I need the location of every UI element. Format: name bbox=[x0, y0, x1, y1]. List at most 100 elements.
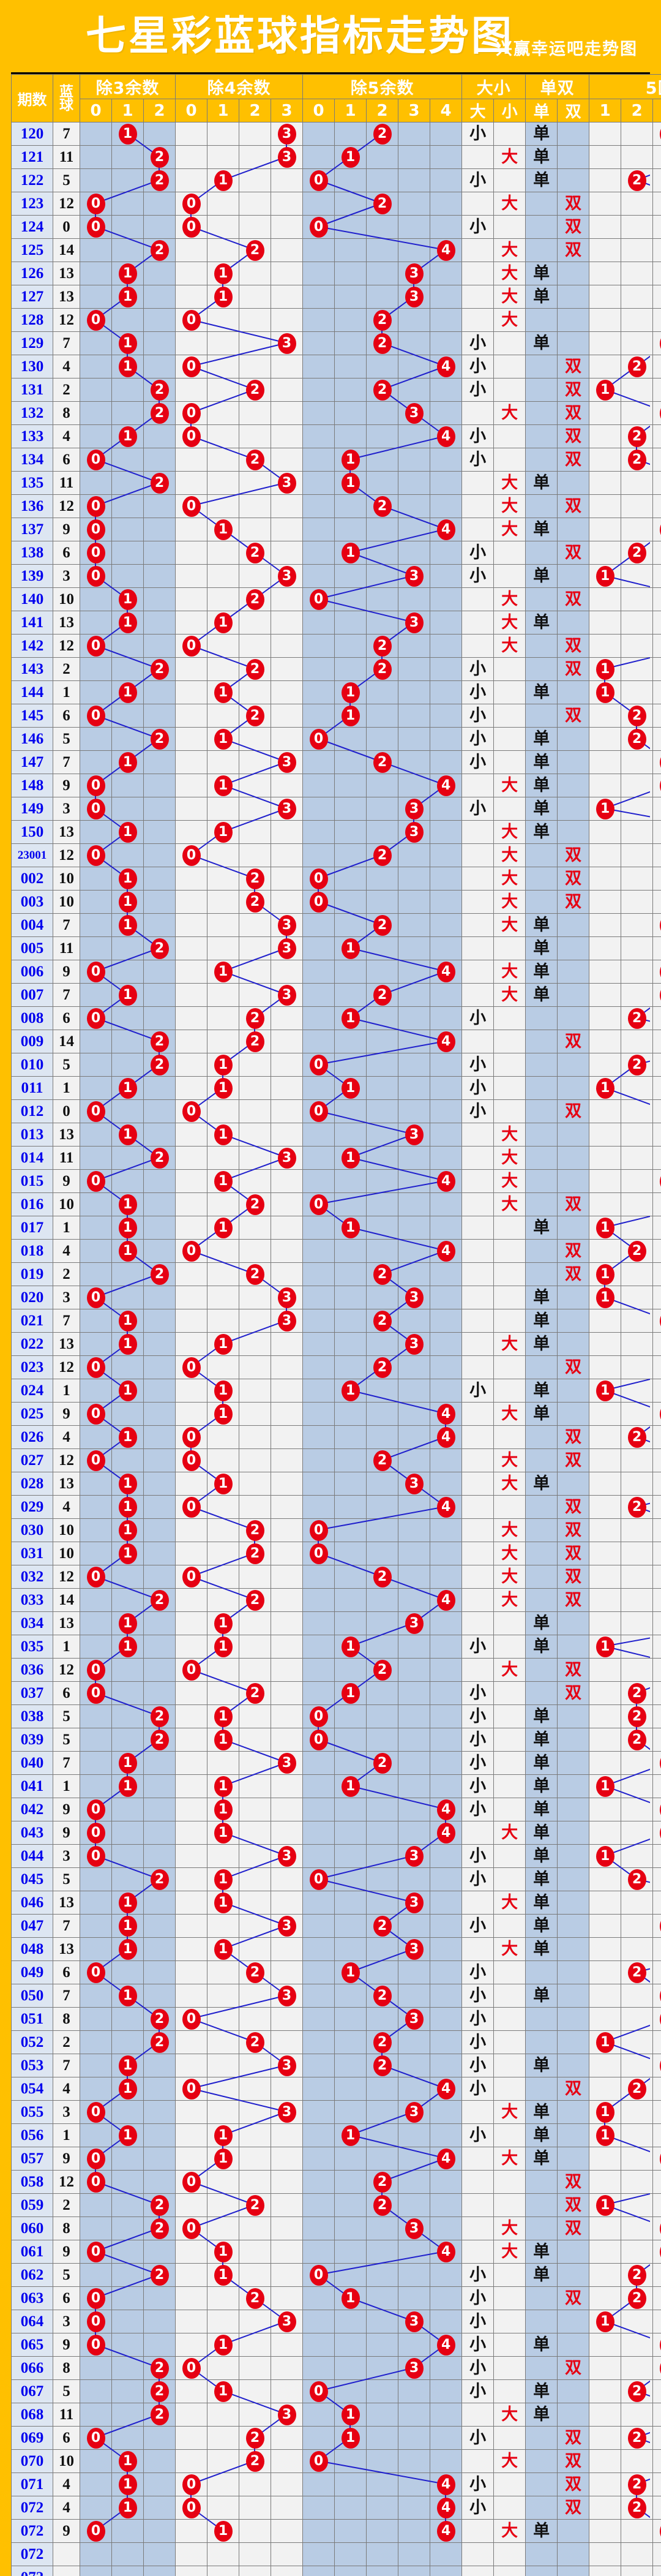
table-row[interactable]: 122 5 2 1 0 小单 2 bbox=[11, 168, 661, 192]
table-row[interactable]: 01411231大4 bbox=[11, 1146, 661, 1170]
table-row[interactable]: 06811231大单4 bbox=[11, 2403, 661, 2427]
table-row[interactable]: 035 1 1 1 1 小单 1 bbox=[11, 1635, 661, 1659]
table-row[interactable]: 00914224双5 bbox=[11, 1030, 661, 1053]
table-row[interactable]: 020 3 0 3 3 单 1 bbox=[11, 1286, 661, 1309]
table-row[interactable]: 13511231大单4 bbox=[11, 471, 661, 495]
table-row[interactable]: 069 6 0 2 1 小双 2 bbox=[11, 2426, 661, 2450]
table-row[interactable]: 01313113大5 bbox=[11, 1123, 661, 1147]
table-row[interactable]: 049 6 0 2 1 小 2 bbox=[11, 1960, 661, 1984]
table-row[interactable]: 056 1 1 1 1 小单 1 bbox=[11, 2123, 661, 2147]
table-row[interactable]: 12514224大双5 bbox=[11, 238, 661, 262]
table-row[interactable]: 038 5 2 1 0 小单 2 bbox=[11, 1704, 661, 1728]
table-row[interactable]: 037 6 0 2 1 小双 2 bbox=[11, 1681, 661, 1705]
table-row[interactable]: 0259014大单3 bbox=[11, 1402, 661, 1426]
table-row[interactable]: 07010120大双4 bbox=[11, 2449, 661, 2473]
table-row[interactable]: 0537132小单3 bbox=[11, 2054, 661, 2077]
table-row[interactable]: 019 2 2 2 2 双 1 bbox=[11, 1262, 661, 1286]
table-row[interactable]: 02213113大单5 bbox=[11, 1332, 661, 1356]
table-row[interactable]: 1477132小单3 bbox=[11, 750, 661, 774]
table-row[interactable]: 12312002大双4 bbox=[11, 192, 661, 216]
table-row[interactable]: 146 5 2 1 0 小单 2 bbox=[11, 727, 661, 751]
table-row[interactable]: 044 3 0 3 3 小单 1 bbox=[11, 1844, 661, 1868]
table-row[interactable]: 02312002双4 bbox=[11, 1355, 661, 1379]
table-row[interactable]: 03612002大双4 bbox=[11, 1658, 661, 1682]
table-row[interactable]: 0159014大3 bbox=[11, 1169, 661, 1193]
table-row[interactable]: 130 4 1 0 4 小双 2 bbox=[11, 355, 661, 378]
table-row[interactable]: 0477132小单3 bbox=[11, 1914, 661, 1938]
table-row[interactable]: 04613113大单5 bbox=[11, 1891, 661, 1915]
table-row[interactable]: 12713113大单5 bbox=[11, 285, 661, 309]
table-row[interactable]: 026 4 1 0 4 双 2 bbox=[11, 1425, 661, 1449]
table-row[interactable]: 0077132大单3 bbox=[11, 983, 661, 1007]
table-row[interactable]: 1207132小单3 bbox=[11, 122, 661, 146]
table-row[interactable]: 045 5 2 1 0 小单 2 bbox=[11, 1867, 661, 1891]
table-row[interactable]: 143 2 2 2 2 小双 1 bbox=[11, 657, 661, 681]
table-row[interactable]: 13612002大双4 bbox=[11, 494, 661, 518]
table-row[interactable]: 0619014大单3 bbox=[11, 2240, 661, 2264]
table-row[interactable]: 134 6 0 2 1 小双 2 bbox=[11, 448, 661, 472]
table-row[interactable]: 03413113单5 bbox=[11, 1611, 661, 1635]
table-row[interactable]: 0069014大单3 bbox=[11, 960, 661, 984]
table-row[interactable]: 067 5 2 1 0 小单 2 bbox=[11, 2379, 661, 2403]
table-row[interactable]: 1297132小单3 bbox=[11, 331, 661, 355]
table-row[interactable]: 018 4 1 0 4 双 2 bbox=[11, 1239, 661, 1263]
table-row[interactable]: 124 0 0 0 0 小双 bbox=[11, 215, 661, 239]
table-row[interactable]: 039 5 2 1 0 小单 2 bbox=[11, 1728, 661, 1752]
table-row[interactable]: 14212002大双4 bbox=[11, 634, 661, 658]
table-row[interactable]: 00511231单4 bbox=[11, 936, 661, 960]
table-row[interactable]: 12111231大单4 bbox=[11, 145, 661, 169]
table-row[interactable]: 04813113大单5 bbox=[11, 1937, 661, 1961]
table-row[interactable]: 1328203大双3 bbox=[11, 401, 661, 425]
table-row[interactable]: 0429014小单3 bbox=[11, 1798, 661, 1821]
table-row[interactable]: 138 6 0 2 1 小双 2 bbox=[11, 541, 661, 565]
table-row[interactable]: 03212002大双4 bbox=[11, 1565, 661, 1589]
table-row[interactable]: 072 bbox=[11, 2566, 661, 2576]
table-row[interactable]: 144 1 1 1 1 小单 1 bbox=[11, 680, 661, 704]
table-row[interactable]: 0579014大单3 bbox=[11, 2147, 661, 2171]
table-row[interactable]: 05812002双4 bbox=[11, 2170, 661, 2194]
table-row[interactable]: 072 4 1 0 4 小双 2 bbox=[11, 2496, 661, 2520]
table-row[interactable]: 03110120大双4 bbox=[11, 1542, 661, 1565]
table-row[interactable]: 139 3 0 3 3 小单 1 bbox=[11, 564, 661, 588]
table-row[interactable]: 064 3 0 3 3 小 1 bbox=[11, 2310, 661, 2333]
table-row[interactable]: 03010120大双4 bbox=[11, 1518, 661, 1542]
table-row[interactable]: 0659014小单3 bbox=[11, 2333, 661, 2357]
table-row[interactable]: 0608203大双3 bbox=[11, 2216, 661, 2240]
table-row[interactable]: 14010120大双4 bbox=[11, 587, 661, 611]
table-row[interactable]: 059 2 2 2 2 双 1 bbox=[11, 2193, 661, 2217]
table-row[interactable]: 149 3 0 3 3 小单 1 bbox=[11, 797, 661, 821]
table-row[interactable]: 00310120大双4 bbox=[11, 890, 661, 914]
table-row[interactable]: 063 6 0 2 1 小双 2 bbox=[11, 2286, 661, 2310]
table-row[interactable]: 052 2 2 2 2 小 1 bbox=[11, 2030, 661, 2054]
table-row[interactable]: 012 0 0 0 0 小双 bbox=[11, 1099, 661, 1123]
table-row[interactable]: 0518203小3 bbox=[11, 2007, 661, 2031]
table-row[interactable]: 062 5 2 1 0 小单 2 bbox=[11, 2263, 661, 2287]
table-row[interactable]: 133 4 1 0 4 小双 2 bbox=[11, 424, 661, 448]
table-row[interactable]: 011 1 1 1 1 小 1 bbox=[11, 1076, 661, 1100]
table-row[interactable]: 1379014大单3 bbox=[11, 518, 661, 541]
table-row[interactable]: 008 6 0 2 1 小 2 bbox=[11, 1006, 661, 1030]
table-row[interactable]: 017 1 1 1 1 单 1 bbox=[11, 1216, 661, 1240]
table-row[interactable]: 041 1 1 1 1 小单 1 bbox=[11, 1774, 661, 1798]
table-row[interactable]: 0507132小单3 bbox=[11, 1984, 661, 2008]
table-row[interactable]: 131 2 2 2 2 小双 1 bbox=[11, 378, 661, 402]
table-row[interactable]: 02712002大双4 bbox=[11, 1448, 661, 1472]
table-row[interactable]: 0217132单3 bbox=[11, 1309, 661, 1333]
table-row[interactable]: 15013113大单5 bbox=[11, 820, 661, 844]
table-row[interactable]: 2300112002大双4 bbox=[11, 843, 661, 867]
table-row[interactable]: 03314224大双5 bbox=[11, 1588, 661, 1612]
table-row[interactable]: 02813113大单5 bbox=[11, 1472, 661, 1496]
table-row[interactable]: 0047132大单3 bbox=[11, 913, 661, 937]
table-row[interactable]: 0439014大单3 bbox=[11, 1821, 661, 1845]
table-row[interactable]: 00210120大双4 bbox=[11, 867, 661, 891]
table-row[interactable]: 0729014大单3 bbox=[11, 2519, 661, 2543]
table-row[interactable]: 0668203小双3 bbox=[11, 2356, 661, 2380]
table-row[interactable]: 12812002大4 bbox=[11, 308, 661, 332]
table-row[interactable]: 14113113大单5 bbox=[11, 611, 661, 635]
table-row[interactable]: 054 4 1 0 4 小双 2 bbox=[11, 2077, 661, 2101]
table-row[interactable]: 055 3 0 3 3 大单 1 bbox=[11, 2100, 661, 2124]
table-row[interactable]: 010 5 2 1 0 小 2 bbox=[11, 1053, 661, 1077]
table-row[interactable]: 024 1 1 1 1 小单 1 bbox=[11, 1379, 661, 1403]
table-row[interactable]: 071 4 1 0 4 小双 2 bbox=[11, 2472, 661, 2496]
table-row[interactable]: 1489014大单3 bbox=[11, 774, 661, 797]
